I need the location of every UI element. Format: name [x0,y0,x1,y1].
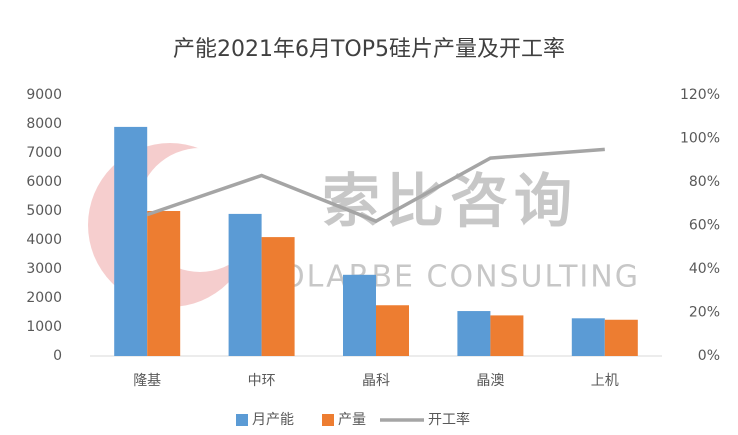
x-tick-label: 晶澳 [476,373,504,389]
y2-tick-label: 20% [689,305,720,321]
y-tick-label: 3000 [26,261,62,277]
y2-tick-label: 40% [689,261,720,277]
bar [261,237,295,356]
y-tick-label: 5000 [26,203,62,219]
y-tick-label: 2000 [26,290,62,306]
y-tick-label: 1000 [26,319,62,335]
watermark-text: 索比咨询 [322,167,578,235]
bar [457,311,491,356]
bar [490,315,524,356]
bar [114,126,148,357]
y-tick-label: 0 [53,348,62,364]
bar [147,211,181,356]
y2-tick-label: 100% [680,131,720,147]
line-series [146,147,605,224]
legend-label: 开工率 [428,411,470,428]
y2-tick-label: 0% [698,348,720,364]
x-tick-label: 中环 [248,373,276,389]
y-tick-label: 6000 [26,174,62,190]
y2-tick-label: 120% [680,87,720,103]
y-tick-label: 8000 [26,116,62,132]
bar [228,213,262,356]
watermark-subtext: SOLARBE CONSULTING [260,260,640,295]
x-tick-label: 晶科 [362,373,390,389]
y-tick-label: 4000 [26,232,62,248]
y-tick-label: 9000 [26,87,62,103]
bar [343,274,376,356]
bar [604,319,638,356]
legend-swatch [236,414,248,426]
y2-tick-label: 80% [689,174,720,190]
y2-tick-label: 60% [689,218,720,234]
bar [571,318,605,356]
legend-swatch [322,414,334,426]
x-tick-label: 上机 [591,373,619,389]
x-tick-label: 隆基 [133,372,161,389]
chart-title: 产能2021年6月TOP5硅片产量及开工率 [173,37,565,62]
legend-label: 月产能 [252,412,294,428]
legend-label: 产量 [338,412,366,428]
bar [376,305,409,356]
y-tick-label: 7000 [26,145,62,161]
